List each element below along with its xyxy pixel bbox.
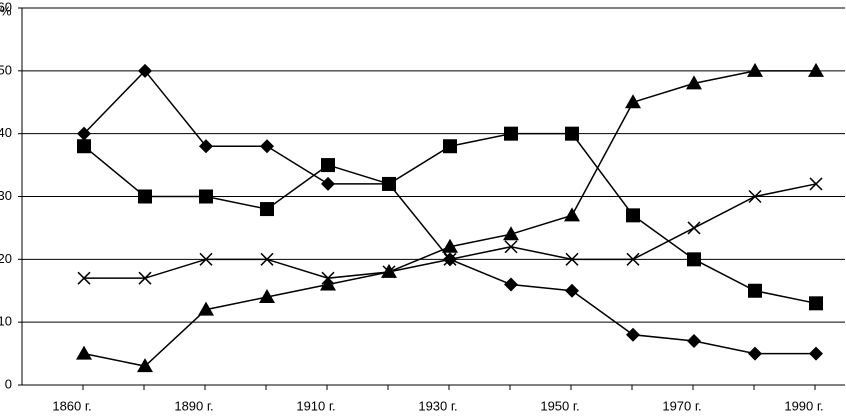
marker [687,252,701,267]
marker [442,238,458,253]
marker [138,63,152,78]
marker [199,252,213,266]
marker [320,276,336,291]
y-tick-label: 10 [0,314,12,329]
y-tick-label: 30 [0,188,12,203]
marker [443,252,457,266]
marker [504,126,518,141]
marker [138,189,152,204]
marker [321,176,335,191]
marker [260,202,274,217]
marker [198,301,214,316]
marker [260,139,274,154]
marker [809,177,823,191]
x-tick-label: 1950 г. [540,398,579,413]
marker [564,207,580,222]
marker [504,240,518,254]
x-tick-label: 1970 г. [662,398,701,413]
x-tick-label: 1860 г. [52,398,91,413]
marker [77,139,91,154]
marker [259,289,275,304]
marker [565,283,579,298]
marker [809,346,823,361]
marker [686,75,702,90]
marker [138,271,152,285]
marker [626,252,640,266]
marker [626,327,640,342]
marker [137,358,153,373]
marker [748,189,762,204]
series-line [83,69,816,355]
marker [382,176,396,191]
y-tick-label: 50 [0,62,12,77]
y-tick-label: 40 [0,125,12,140]
x-tick-label: 1930 г. [418,398,457,413]
marker [503,226,519,241]
x-tick-label: 1990 г. [784,398,823,413]
marker [565,126,579,141]
marker [748,346,762,361]
marker [443,139,457,154]
marker [747,62,763,77]
marker [504,277,518,292]
marker [808,62,824,77]
marker [809,296,823,311]
y-tick-label: 20 [0,251,12,266]
marker [77,271,91,285]
marker [687,221,701,235]
marker [76,345,92,360]
marker [321,158,335,173]
x-tick-label: 1910 г. [296,398,335,413]
y-axis-label: % [0,3,12,18]
marker [381,263,397,278]
marker [626,208,640,223]
marker [77,126,91,141]
marker [565,252,579,266]
y-tick-label: 0 [5,376,12,391]
marker [199,189,213,204]
marker [625,94,641,109]
y-tick-label: 60 [0,0,12,14]
marker [748,283,762,298]
marker [199,139,213,154]
marker [687,334,701,349]
x-tick-label: 1890 г. [174,398,213,413]
series-line [83,132,817,305]
marker [260,252,274,266]
